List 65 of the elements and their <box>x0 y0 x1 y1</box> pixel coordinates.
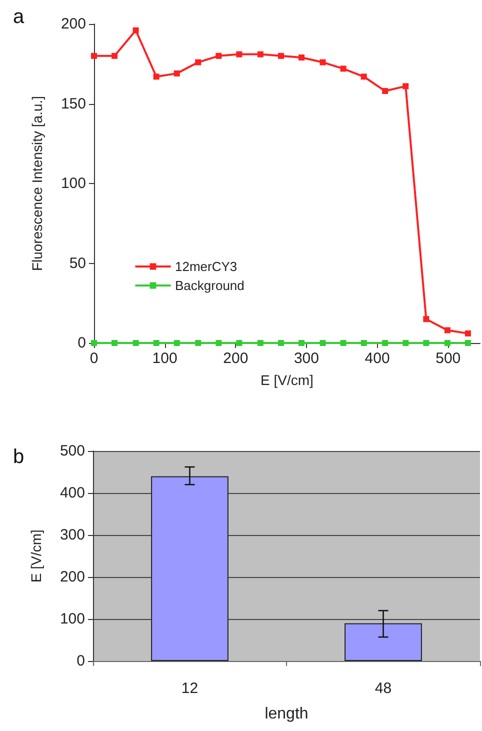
point <box>174 70 180 76</box>
legend-label: 12merCY3 <box>175 259 238 274</box>
point <box>444 340 450 346</box>
point <box>236 340 242 346</box>
x-tick-label: 300 <box>294 350 319 367</box>
y-tick-label: 0 <box>76 652 85 670</box>
point <box>382 88 388 94</box>
x-tick-label: 48 <box>374 680 392 697</box>
point <box>423 340 430 346</box>
point <box>278 52 284 59</box>
point <box>153 74 160 80</box>
point <box>320 59 326 66</box>
point <box>195 340 202 346</box>
point <box>132 27 139 34</box>
y-tick-label: 200 <box>60 568 85 586</box>
point <box>216 340 222 346</box>
point <box>112 52 118 59</box>
point <box>382 340 388 346</box>
y-tick-label: 100 <box>60 610 85 628</box>
y-tick-label: 150 <box>60 95 86 112</box>
y-tick-label: 300 <box>60 526 85 544</box>
point <box>91 52 97 59</box>
point <box>423 316 430 322</box>
point <box>360 74 367 80</box>
point <box>112 340 118 346</box>
point <box>195 59 202 66</box>
point <box>402 83 409 90</box>
x-axis-title: E [V/cm] <box>260 372 314 388</box>
y-tick-label: 0 <box>78 334 86 352</box>
y-tick-label: 200 <box>60 16 86 32</box>
point <box>340 340 346 346</box>
point <box>236 51 242 58</box>
y-axis-title: E [V/cm] <box>28 530 44 582</box>
x-tick-label: 500 <box>436 350 461 367</box>
x-tick-label: 200 <box>223 350 248 367</box>
point <box>174 340 180 346</box>
point <box>340 66 346 72</box>
chart-title: a <box>13 6 25 28</box>
y-tick-label: 500 <box>60 442 85 460</box>
point <box>278 340 284 346</box>
point <box>153 340 160 346</box>
point <box>360 340 367 346</box>
point <box>464 330 471 336</box>
x-axis-title: length <box>264 706 308 722</box>
point <box>257 51 264 58</box>
point <box>444 327 450 334</box>
point <box>216 52 222 59</box>
point <box>91 340 97 346</box>
y-axis-title: Fluorescence Intensity [a.u.] <box>29 96 45 272</box>
y-tick-label: 50 <box>69 254 86 272</box>
chart-title: b <box>13 446 24 468</box>
x-tick-label: 12 <box>181 680 198 697</box>
point <box>257 340 264 346</box>
point <box>464 340 471 346</box>
point <box>298 340 305 346</box>
x-tick-label: 0 <box>90 350 98 367</box>
point <box>298 54 305 60</box>
point <box>132 340 139 346</box>
point <box>320 340 326 346</box>
x-tick-label: 400 <box>364 350 390 367</box>
point <box>402 340 409 346</box>
y-tick-label: 100 <box>60 175 86 192</box>
y-tick-label: 400 <box>60 484 85 502</box>
x-tick-label: 100 <box>152 350 178 367</box>
legend-label: Background <box>175 278 244 293</box>
